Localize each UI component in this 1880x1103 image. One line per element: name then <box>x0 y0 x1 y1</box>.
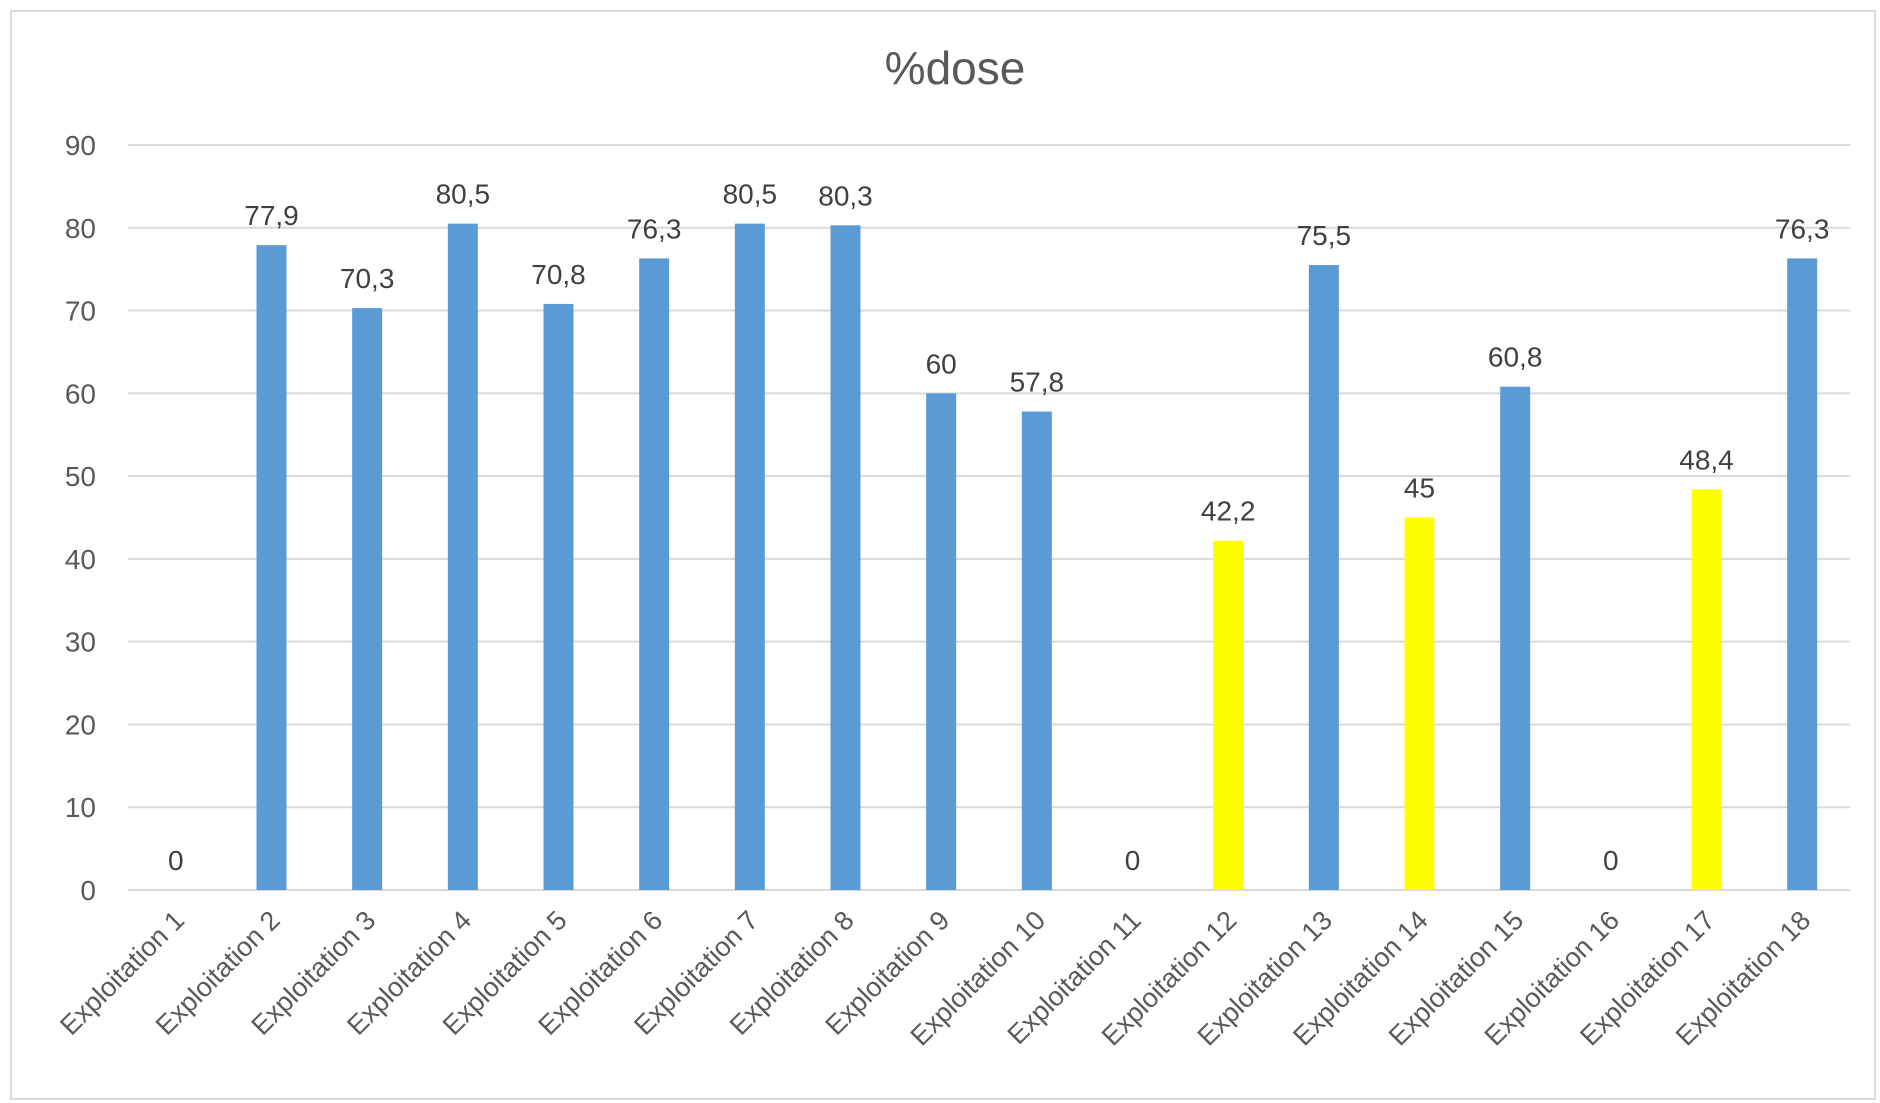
bar <box>1021 411 1052 890</box>
data-label: 60,8 <box>1488 342 1543 373</box>
data-label: 80,5 <box>723 179 778 210</box>
data-label: 76,3 <box>1775 213 1830 244</box>
bar <box>734 223 765 890</box>
y-tick-label: 70 <box>65 296 96 327</box>
y-tick-label: 0 <box>80 875 96 906</box>
data-label: 45 <box>1404 473 1435 504</box>
y-tick-label: 30 <box>65 627 96 658</box>
y-tick-label: 90 <box>65 130 96 161</box>
data-labels: 0 77,9 70,3 80,5 70,8 76,3 80,5 80,3 60 57,8 0 42,2… <box>168 179 1829 876</box>
bars <box>256 223 1818 891</box>
data-label: 80,3 <box>818 180 873 211</box>
y-tick-label: 20 <box>65 709 96 740</box>
data-label: 70,3 <box>340 263 395 294</box>
y-tick-label: 60 <box>65 378 96 409</box>
bar <box>830 225 861 891</box>
bar <box>639 258 670 891</box>
bar <box>1308 265 1339 890</box>
chart-title: %dose <box>885 42 1026 94</box>
bar <box>1213 540 1244 890</box>
data-label: 76,3 <box>627 213 682 244</box>
y-tick-label: 80 <box>65 213 96 244</box>
bar <box>447 223 478 890</box>
data-label: 0 <box>168 845 184 876</box>
y-tick-label: 40 <box>65 544 96 575</box>
bar <box>1500 386 1531 890</box>
bar <box>256 245 287 890</box>
y-tick-label: 50 <box>65 461 96 492</box>
data-label: 77,9 <box>244 200 299 231</box>
bar <box>926 393 957 890</box>
data-label: 0 <box>1125 845 1141 876</box>
y-tick-label: 10 <box>65 792 96 823</box>
bar <box>1691 489 1722 890</box>
data-label: 57,8 <box>1010 367 1065 398</box>
data-label: 48,4 <box>1679 444 1734 475</box>
bar <box>1787 258 1818 891</box>
gridlines <box>128 144 1850 891</box>
y-axis: 0 10 20 30 40 50 60 70 80 90 <box>65 130 96 906</box>
data-label: 42,2 <box>1201 496 1256 527</box>
data-label: 80,5 <box>436 179 491 210</box>
bar <box>543 303 574 890</box>
bar <box>1404 517 1435 890</box>
data-label: 70,8 <box>531 259 586 290</box>
data-label: 60 <box>926 348 957 379</box>
bar <box>352 308 383 890</box>
data-label: 0 <box>1603 845 1619 876</box>
data-label: 75,5 <box>1297 220 1352 251</box>
